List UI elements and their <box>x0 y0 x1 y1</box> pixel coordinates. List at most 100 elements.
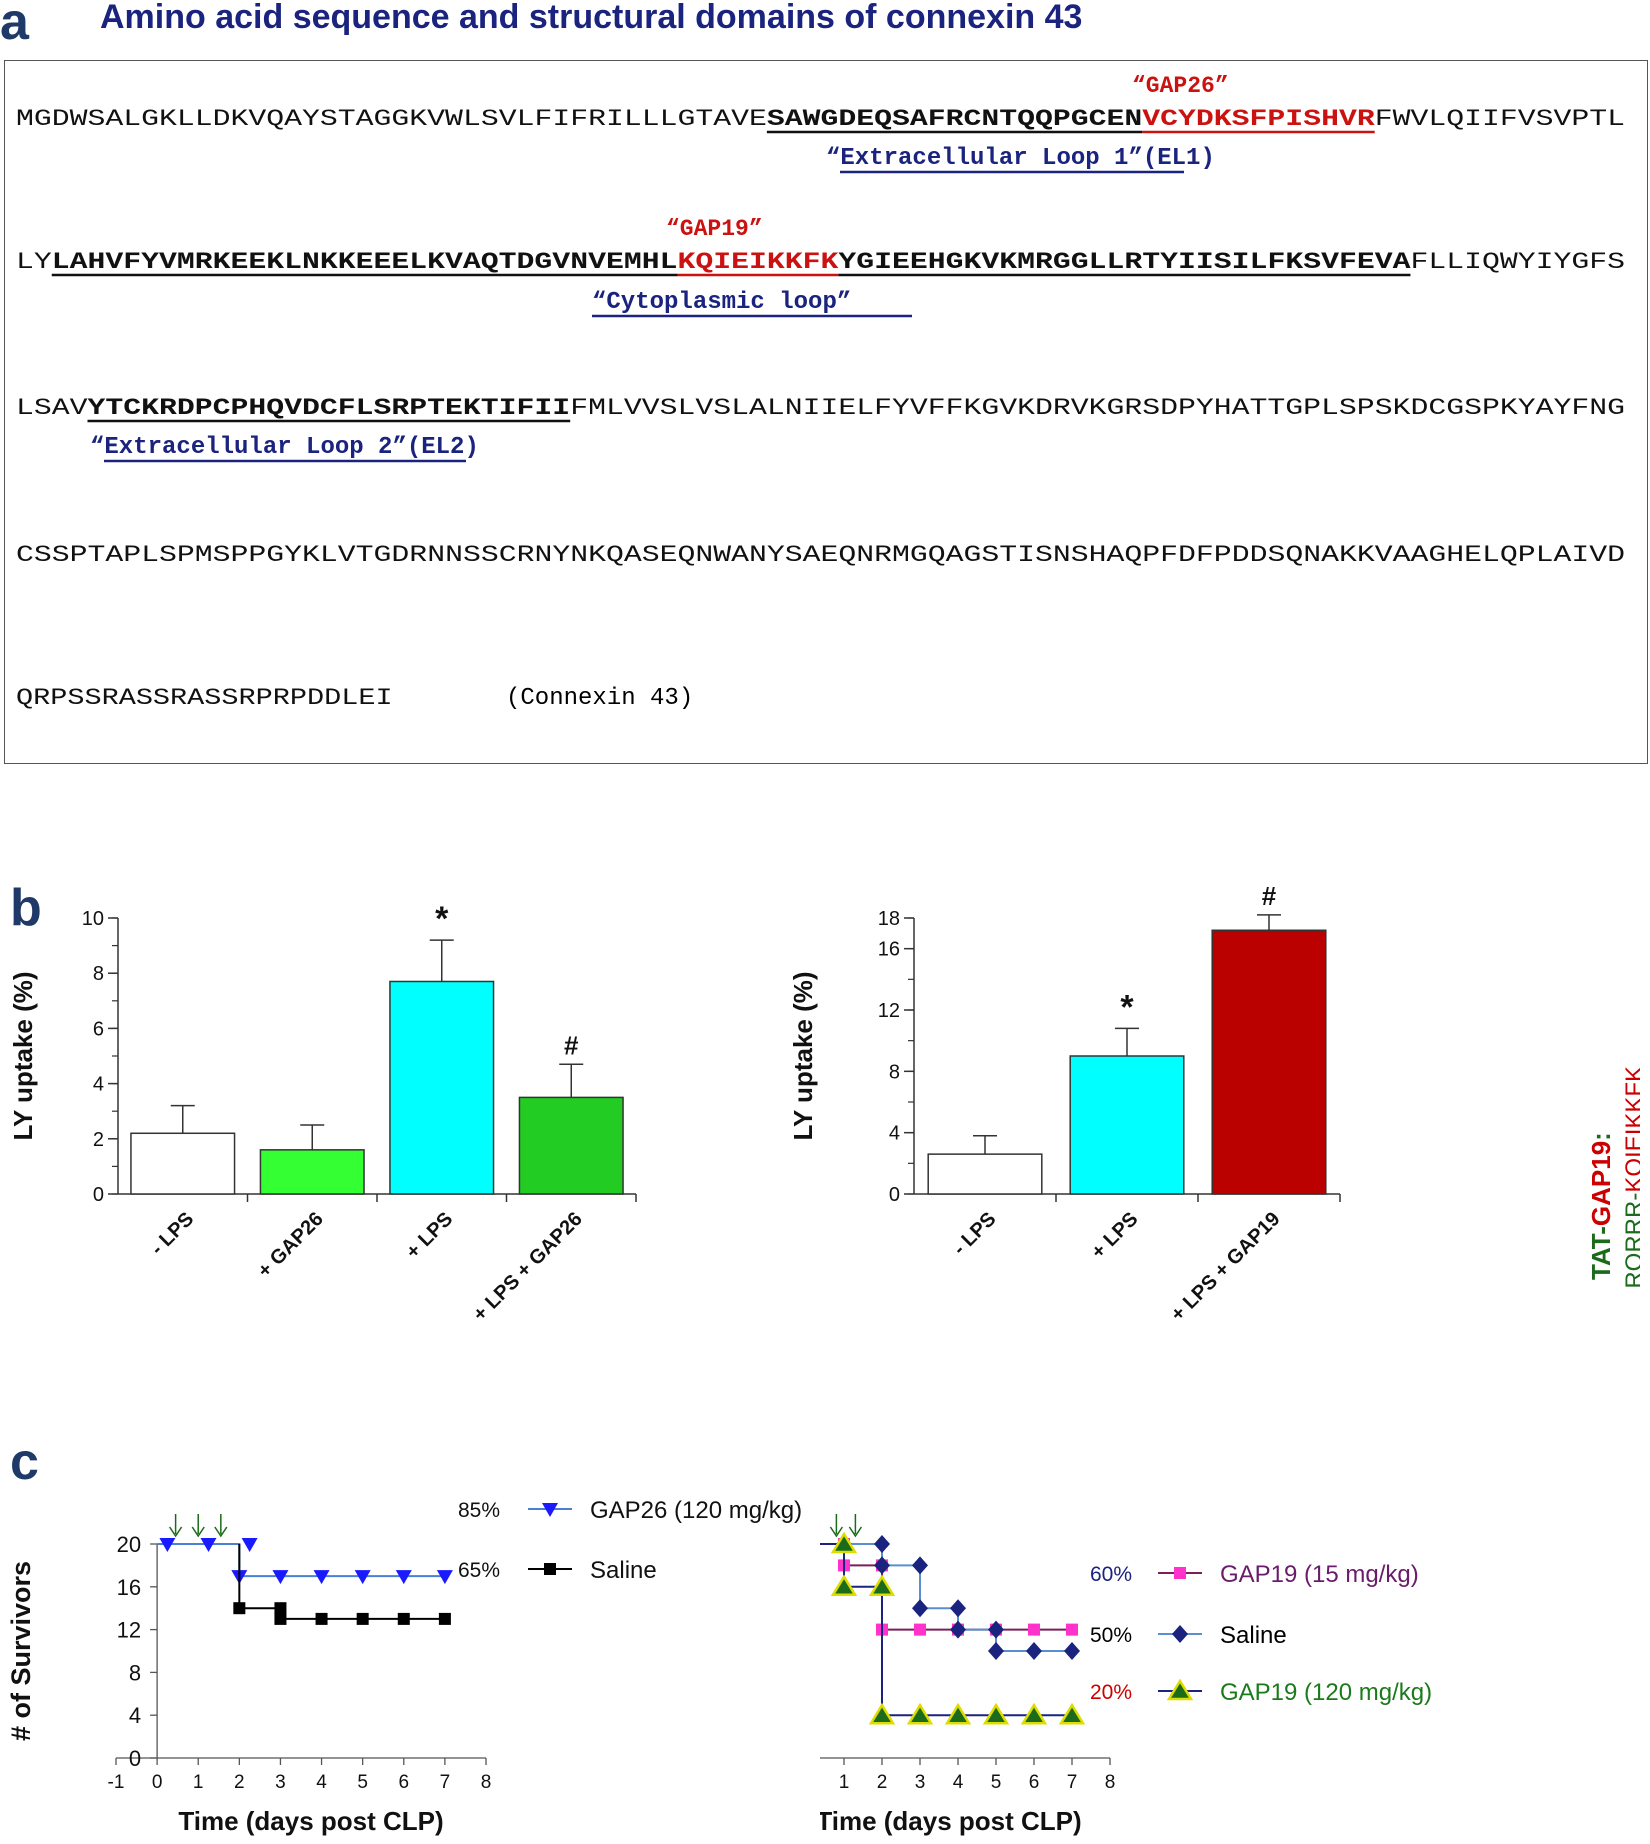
sequence-svg: MGDWSALGKLLDKVQAYSTAGGKVWLSVLFIFRILLLGTA… <box>16 73 1625 712</box>
legend-label: GAP19 (15 mg/kg) <box>1220 1561 1419 1588</box>
y-tick-label: 18 <box>878 908 900 930</box>
data-point <box>200 1538 217 1552</box>
data-point <box>830 1574 858 1597</box>
data-point <box>436 1570 453 1585</box>
data-point <box>830 1531 858 1554</box>
tat-prefix: TAT- <box>1586 1226 1616 1280</box>
x-tick-label: -1 <box>108 1772 125 1793</box>
panel-a-title: Amino acid sequence and structural domai… <box>100 0 1083 36</box>
connexin-label-text: (Connexin 43) <box>506 685 693 712</box>
y-tick-label: 4 <box>889 1123 900 1145</box>
y-tick-label: 8 <box>93 963 104 985</box>
series-line <box>238 1544 445 1620</box>
y-tick-label: 20 <box>117 1532 141 1557</box>
data-point <box>274 1602 287 1615</box>
injection-arrow-head <box>829 1526 844 1538</box>
sequence-segment: LSAV <box>16 395 88 421</box>
y-tick-label: 10 <box>82 908 104 930</box>
tat-gap19-label: TAT-GAP19: YGRKKRRQRRR-KQIEIKKFK <box>1586 1066 1640 1290</box>
x-tick-label: + LPS <box>1087 1208 1142 1263</box>
gap19-label: “GAP19” <box>666 216 763 242</box>
x-tick-label: 2 <box>877 1772 888 1793</box>
data-point <box>982 1702 1010 1725</box>
y-tick-label: 4 <box>93 1074 104 1096</box>
x-tick-label: 4 <box>953 1772 964 1793</box>
survival-percent: 60% <box>1090 1563 1132 1586</box>
sequence-box <box>4 60 1648 764</box>
survival-percent: 20% <box>1090 1681 1132 1704</box>
bar <box>1211 929 1327 1195</box>
data-point <box>912 1556 928 1575</box>
bar-chart-gap26: 0 2 4 6 8 10 LY uptake (%) - LPS + GAP26 * + LPS # +… <box>8 900 637 1326</box>
significance-mark: # <box>564 1030 579 1060</box>
data-point <box>354 1570 371 1585</box>
el1-label: “Extracellular Loop 1”(EL1) <box>826 145 1215 172</box>
data-point <box>1064 1642 1080 1660</box>
y-tick-label: 0 <box>889 1184 900 1206</box>
data-point <box>313 1570 330 1585</box>
data-point <box>356 1612 369 1625</box>
survival-chart-gap19: -10123456780246810Time (days post CLP)60… <box>820 1514 1432 1836</box>
data-point <box>241 1538 258 1552</box>
x-tick-label: + LPS + GAP26 <box>469 1208 587 1326</box>
injection-arrow-head <box>191 1526 205 1538</box>
data-point <box>988 1642 1004 1660</box>
x-tick-label: 8 <box>481 1772 492 1793</box>
survival-percent: 65% <box>458 1559 500 1582</box>
sequence-segment: YGIEEHGKVKMRGGLLRTYIISILFKSVFEVA <box>838 249 1410 275</box>
bar <box>130 1132 236 1195</box>
y-axis-label: # of Survivors <box>6 1561 36 1741</box>
tat-gap19-title: TAT-GAP19: <box>1586 1132 1616 1280</box>
x-tick-label: - LPS <box>147 1208 199 1260</box>
x-tick-label: + LPS <box>402 1208 457 1263</box>
x-tick-label: 8 <box>1105 1772 1116 1793</box>
x-tick-label: 6 <box>1029 1772 1040 1793</box>
data-point <box>988 1620 1004 1639</box>
y-tick-label: 4 <box>129 1703 141 1728</box>
y-tick-label: 8 <box>129 1660 141 1685</box>
data-point <box>950 1620 966 1639</box>
injection-arrow-head <box>848 1526 863 1538</box>
x-tick-label: 7 <box>1067 1772 1078 1793</box>
sequence-segment: LAHVFYVMRKEEKLNKKEEELKVAQTDGVNVEMHL <box>52 249 678 275</box>
x-tick-label: 7 <box>440 1772 451 1793</box>
data-point <box>868 1702 896 1725</box>
legend-label: Saline <box>590 1557 657 1584</box>
bar <box>259 1149 365 1195</box>
x-tick-label: 3 <box>275 1772 286 1793</box>
significance-mark: * <box>435 900 449 938</box>
panel-letter-a: a <box>0 0 29 51</box>
x-tick-label: 5 <box>991 1772 1002 1793</box>
y-tick-label: 8 <box>889 1061 900 1083</box>
bar <box>1069 1055 1185 1195</box>
bar <box>927 1153 1043 1195</box>
data-point <box>1172 1625 1188 1643</box>
significance-mark: * <box>1120 988 1134 1026</box>
data-point <box>914 1623 926 1636</box>
x-tick-label: 2 <box>234 1772 245 1793</box>
gap19-word: GAP19 <box>1586 1141 1616 1226</box>
data-point <box>1058 1702 1086 1725</box>
tat-gap19-sequence: YGRKKRRQRRR-KQIEIKKFK <box>1621 1066 1640 1290</box>
gap19-seq: KQIEIKKFK <box>1621 1066 1640 1193</box>
y-axis-label: LY uptake (%) <box>8 971 38 1140</box>
x-axis-label: Time (days post CLP) <box>178 1806 443 1836</box>
sequence-segment: VCYDKSFPISHVR <box>1142 106 1375 132</box>
y-tick-label: 12 <box>117 1618 141 1643</box>
gap26-label: “GAP26” <box>1132 73 1229 99</box>
bar <box>518 1096 624 1195</box>
x-tick-label: + GAP26 <box>254 1208 328 1282</box>
data-point <box>874 1535 890 1553</box>
sequence-segment: SAWGDEQSAFRCNTQQPGCEN <box>767 106 1142 132</box>
sequence-lines: MGDWSALGKLLDKVQAYSTAGGKVWLSVLFIFRILLLGTA… <box>16 106 1625 711</box>
data-point <box>395 1570 412 1585</box>
sequence-segment: FLLIQWYIYGFS <box>1410 249 1625 275</box>
legend-label: GAP26 (120 mg/kg) <box>590 1497 802 1524</box>
connexin-label: (Connexin 43) <box>506 685 693 712</box>
x-tick-label: + LPS + GAP19 <box>1167 1208 1285 1326</box>
data-point <box>906 1702 934 1725</box>
data-point <box>544 1563 556 1575</box>
x-tick-label: 1 <box>193 1772 204 1793</box>
y-tick-label: 6 <box>93 1018 104 1040</box>
